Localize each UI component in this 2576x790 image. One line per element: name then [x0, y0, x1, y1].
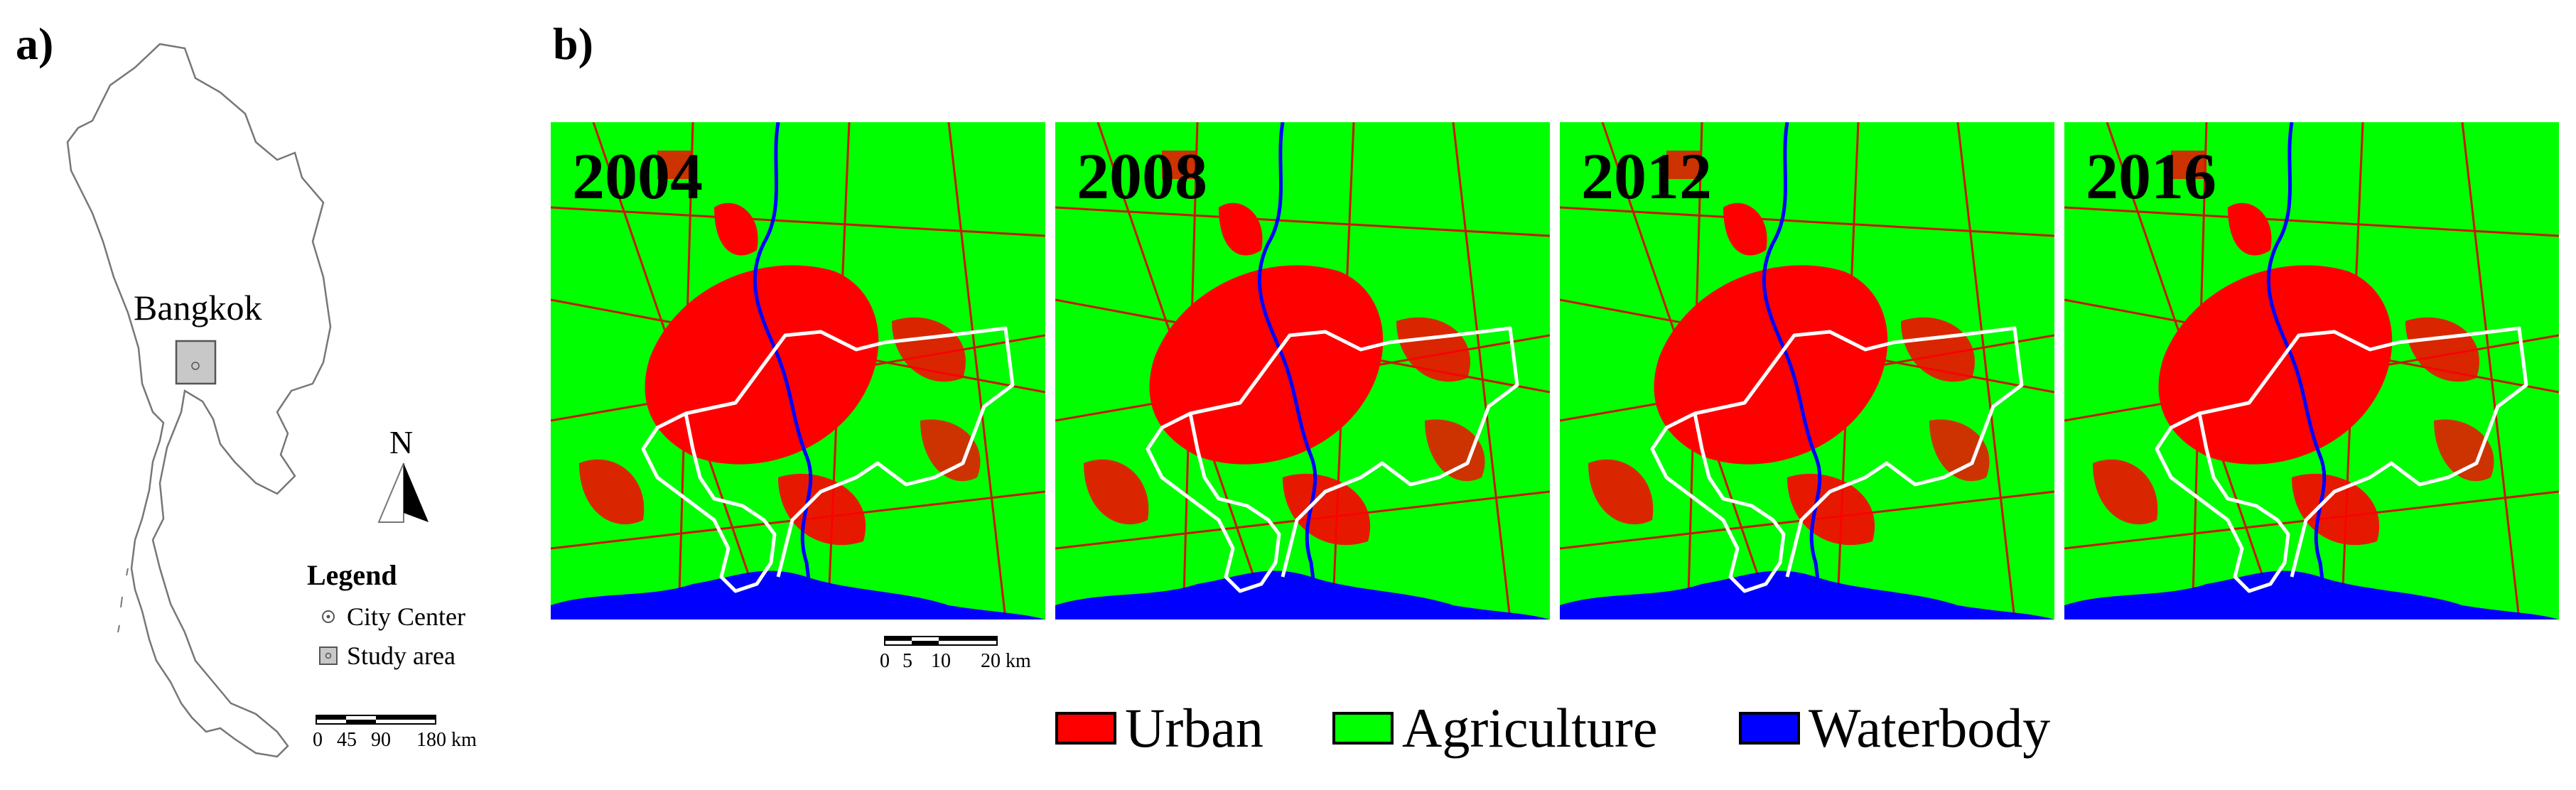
scale-tick-180: 180 km [416, 729, 477, 751]
land-cover-map-2004: 2004 [551, 122, 1045, 619]
legend-label-waterbody: Waterbody [1809, 697, 2051, 759]
year-label: 2004 [572, 140, 703, 212]
legend-item-agriculture: Agriculture [1332, 697, 1658, 759]
land-cover-map-2012: 2012 [1560, 122, 2054, 619]
legend-label-urban: Urban [1125, 697, 1263, 759]
legend-title: Legend [307, 559, 397, 591]
legend-item-city-center: City Center [320, 604, 465, 629]
north-label: N [389, 424, 414, 460]
scale-tick-5: 5 [902, 650, 912, 672]
legend-item-urban: Urban [1055, 697, 1263, 759]
urban-swatch [1055, 712, 1116, 745]
panel-b-label: b) [553, 18, 593, 69]
year-label: 2008 [1077, 140, 1207, 212]
land-cover-map-2016: 2016 [2064, 122, 2559, 619]
panel-b-scale-bar: 0 5 10 20 km [880, 636, 1057, 678]
waterbody-swatch [1739, 712, 1800, 745]
bangkok-label: Bangkok [134, 288, 262, 328]
panel-a-scale-bar: 0 45 90 180 km [313, 715, 512, 757]
scale-tick-20: 20 km [981, 650, 1031, 672]
year-label: 2016 [2086, 140, 2216, 212]
agriculture-swatch [1332, 712, 1394, 745]
scale-tick-45: 45 [337, 729, 357, 751]
scale-tick-90: 90 [371, 729, 391, 751]
legend-label-agriculture: Agriculture [1402, 697, 1658, 759]
thailand-outline-map [66, 43, 332, 758]
panel-a-label: a) [16, 18, 54, 69]
legend-item-study-area: Study area [318, 643, 456, 669]
scale-tick-10: 10 [931, 650, 951, 672]
scale-bar-graphic [884, 636, 998, 646]
legend-label-city-center: City Center [347, 602, 465, 631]
legend-item-waterbody: Waterbody [1739, 697, 2051, 759]
north-arrow-icon [377, 462, 429, 523]
thailand-outline [66, 43, 332, 758]
scale-tick-0: 0 [313, 729, 323, 751]
scale-tick-0: 0 [880, 650, 890, 672]
study-area-icon [319, 646, 338, 665]
year-label: 2012 [1581, 140, 1712, 212]
scale-bar-graphic [316, 715, 436, 725]
land-cover-map-2008: 2008 [1055, 122, 1550, 619]
legend-label-study-area: Study area [347, 642, 456, 670]
city-center-icon [322, 610, 335, 623]
panel-a-legend: Legend City Center Study area [307, 561, 520, 689]
city-center-marker [191, 362, 200, 370]
